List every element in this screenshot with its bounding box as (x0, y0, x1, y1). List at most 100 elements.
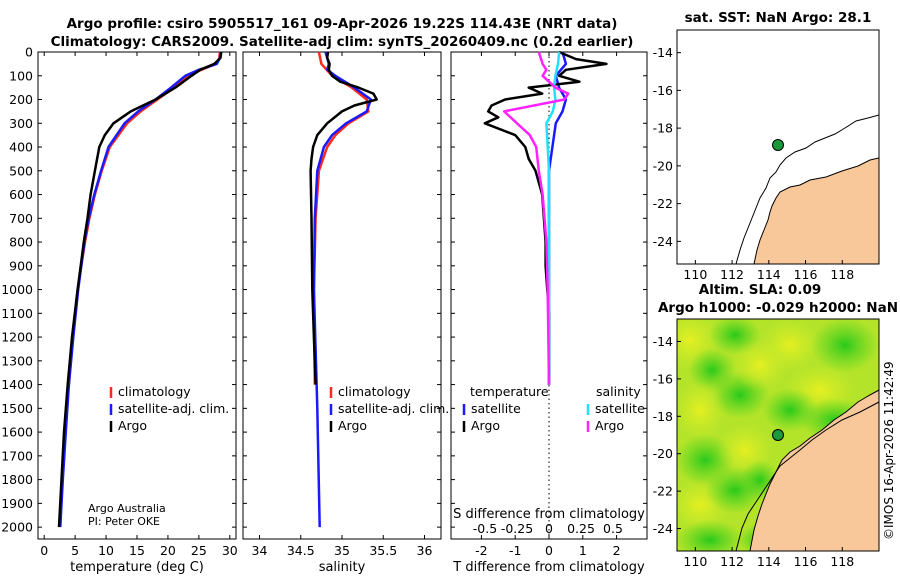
x-tick-label: 0 (545, 543, 553, 558)
legend-label-climatology: climatology (118, 384, 191, 399)
profile-line-s-satellite (545, 51, 561, 385)
depth-tick-label: 1500 (1, 401, 33, 416)
title-line-1: Argo profile: csiro 5905517_161 09-Apr-2… (67, 16, 618, 32)
difference-profiles (483, 50, 608, 385)
x-top-tick-label: 0.25 (567, 521, 595, 536)
difference-x-axis: -2 -1 0 1 2 -0.5 -0.25 0 0.25 0.5 (473, 52, 623, 558)
x-tick-label: 2 (613, 543, 621, 558)
map-x-tick-label: 110 (683, 554, 707, 569)
x-tick-label: 1 (579, 543, 587, 558)
imos-watermark: ©IMOS 16-Apr-2026 11:42:49 (882, 361, 896, 540)
map-x-tick-label: 116 (794, 554, 818, 569)
temperature-profiles (57, 51, 223, 528)
x-tick-label: 25 (191, 543, 207, 558)
map-x-tick-label: 110 (683, 267, 707, 282)
depth-tick-label: 500 (9, 163, 33, 178)
depth-tick-label: 0 (25, 45, 33, 60)
depth-tick-label: 1400 (1, 377, 33, 392)
x-tick-label: 36 (417, 543, 433, 558)
temperature-axes (37, 51, 237, 540)
salinity-axes (242, 51, 442, 540)
map-x-tick-label: 118 (830, 554, 854, 569)
sla-field-patch (677, 380, 726, 440)
map-x-tick-label: 116 (794, 267, 818, 282)
map-x-tick-label: 112 (720, 267, 744, 282)
x-tick-label: 20 (160, 543, 176, 558)
difference-xlabel-top: S difference from climatology (453, 507, 645, 522)
map-y-tick-label: -16 (653, 83, 673, 98)
x-top-tick-label: -0.25 (501, 521, 533, 536)
profile-line-climatology (67, 51, 222, 385)
sla-field-patch (762, 388, 818, 432)
depth-ticks: 0 100 200 300 400 500 600 700 800 900 1000 1100 1200… (1, 45, 647, 535)
depth-tick-label: 900 (9, 258, 33, 273)
map-x-tick-label: 118 (830, 267, 854, 282)
sst-map-title: sat. SST: NaN Argo: 28.1 (685, 10, 872, 26)
x-tick-label: 34 (252, 543, 268, 558)
sla-float-marker (772, 429, 784, 441)
map-y-tick-label: -18 (653, 121, 673, 136)
map-y-tick-label: -14 (653, 45, 673, 60)
depth-tick-label: 700 (9, 211, 33, 226)
depth-tick-label: 1900 (1, 496, 33, 511)
legend-label-t-argo: Argo (471, 418, 500, 433)
depth-tick-label: 600 (9, 187, 33, 202)
x-tick-label: 35.5 (369, 543, 397, 558)
credit-line-2: PI: Peter OKE (88, 515, 160, 528)
map-y-tick-label: -22 (653, 484, 673, 499)
x-tick-label: 15 (129, 543, 145, 558)
salinity-profiles (309, 51, 378, 528)
x-tick-label: 35 (334, 543, 350, 558)
map-y-tick-label: -24 (653, 234, 673, 249)
sla-map-body (677, 319, 879, 551)
profile-line-satellite (312, 51, 373, 528)
title-line-2: Climatology: CARS2009. Satellite-adj cli… (51, 34, 634, 50)
sst-float-marker (772, 139, 784, 151)
sla-map-shelf-contour (735, 401, 879, 551)
map-x-tick-label: 112 (720, 554, 744, 569)
depth-tick-label: 200 (9, 92, 33, 107)
x-tick-label: 30 (222, 543, 238, 558)
map-y-tick-label: -14 (653, 334, 673, 349)
x-top-tick-label: 0 (545, 521, 553, 536)
sst-map-frame (676, 29, 880, 265)
legend-header-salinity: salinity (596, 384, 641, 399)
profile-line-s-argo (502, 51, 570, 385)
depth-tick-label: 1700 (1, 448, 33, 463)
map-y-tick-label: -20 (653, 158, 673, 173)
sst-map-land (753, 157, 879, 264)
temperature-xlabel: temperature (deg C) (70, 560, 204, 575)
map-x-tick-label: 114 (757, 554, 781, 569)
map-x-tick-label: 114 (757, 267, 781, 282)
profile-line-argo (57, 51, 223, 528)
temperature-x-axis: 0 5 10 15 20 25 30 (40, 52, 238, 558)
sst-map-ticks: 110 112 114 116 118 -14 -16 -18 -20 -22 -24 (653, 45, 855, 282)
profile-line-argo (309, 51, 378, 385)
x-top-tick-label: 0.5 (603, 521, 623, 536)
sla-map-ticks: 110 112 114 116 118 -14 -16 -18 -20 -22 -24 (653, 334, 855, 569)
x-tick-label: -1 (509, 543, 521, 558)
sla-field-patch (811, 319, 879, 373)
legend-label-satellite: satellite-adj. clim. (338, 401, 449, 416)
map-y-tick-label: -22 (653, 196, 673, 211)
legend-label-t-satellite: satellite (471, 401, 521, 416)
sla-map-frame (676, 318, 880, 552)
x-tick-label: 34.5 (287, 543, 315, 558)
legend-label-s-satellite: satellite (595, 401, 645, 416)
map-y-tick-label: -16 (653, 371, 673, 386)
difference-legend: temperature salinity satellite Argo sate… (462, 384, 645, 433)
depth-tick-label: 2000 (1, 520, 33, 535)
depth-tick-label: 800 (9, 235, 33, 250)
salinity-x-axis: 34 34.5 35 35.5 36 (252, 52, 433, 558)
map-y-tick-label: -24 (653, 521, 673, 536)
temperature-legend: climatology satellite-adj. clim. Argo (109, 384, 229, 433)
depth-tick-label: 1300 (1, 353, 33, 368)
legend-label-climatology: climatology (338, 384, 411, 399)
difference-xlabel: T difference from climatology (452, 560, 645, 575)
x-tick-label: -2 (475, 543, 487, 558)
credit-line-1: Argo Australia (88, 502, 166, 515)
depth-tick-label: 1200 (1, 330, 33, 345)
map-y-tick-label: -20 (653, 446, 673, 461)
x-top-tick-label: -0.5 (473, 521, 497, 536)
